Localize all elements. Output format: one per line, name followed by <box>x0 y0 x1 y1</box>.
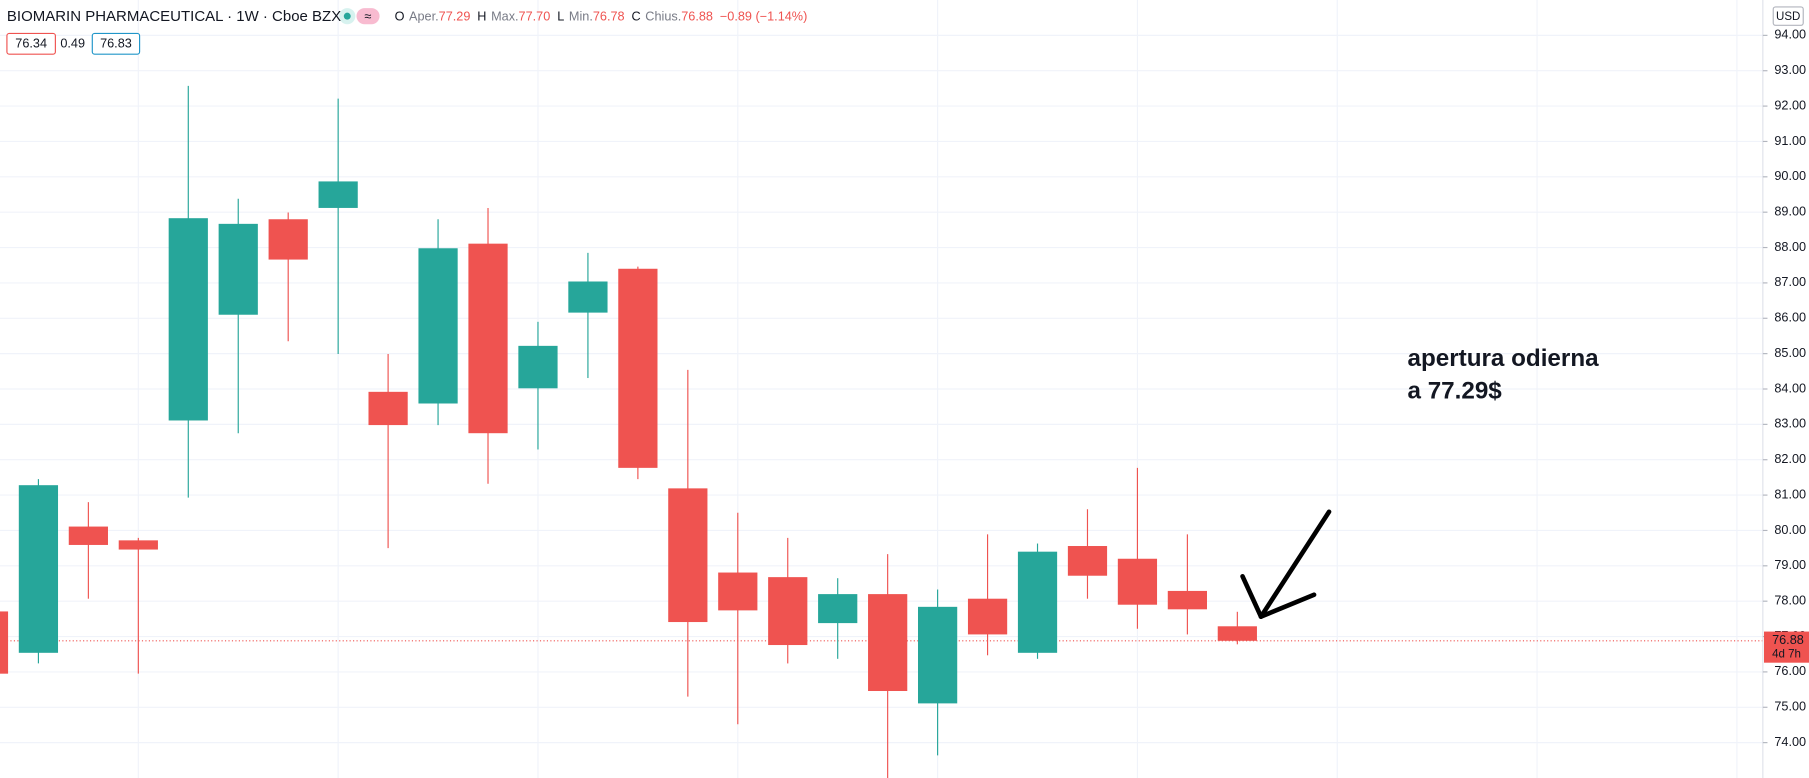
candles <box>0 85 1257 778</box>
candle-body <box>18 485 59 653</box>
change: −0.89 (−1.14%) <box>720 10 807 24</box>
candle-body <box>218 223 258 315</box>
y-tick-label: 94.00 <box>1774 28 1806 42</box>
candle-body <box>917 606 958 704</box>
ohlc-value: 77.29 <box>439 10 471 24</box>
candle-body <box>168 218 208 421</box>
y-tick-label: 76.00 <box>1774 664 1806 678</box>
candle-body <box>618 268 658 468</box>
ohlc-label: Min. <box>569 10 593 24</box>
currency: USD <box>1776 11 1800 23</box>
tilde-glyph: ≈ <box>365 10 372 24</box>
y-tick-label: 84.00 <box>1774 381 1806 395</box>
y-tick-label: 93.00 <box>1774 63 1806 77</box>
candle-body <box>768 577 808 646</box>
badge-box <box>91 32 141 55</box>
y-tick-label: 86.00 <box>1774 311 1806 325</box>
candle-body <box>668 488 708 623</box>
y-tick-label: 91.00 <box>1774 134 1806 148</box>
candle-body <box>0 611 9 674</box>
annotation: apertura odierna <box>1408 345 1600 372</box>
y-tick-label: 90.00 <box>1774 169 1806 183</box>
ohlc-label: Aper. <box>409 10 439 24</box>
y-tick-label: 85.00 <box>1774 346 1806 360</box>
candle-body <box>718 572 758 611</box>
ohlc-key: O <box>395 10 405 24</box>
candle-body <box>468 243 508 434</box>
candle-body <box>1217 626 1257 641</box>
candle-body <box>518 345 558 389</box>
arrow <box>1240 509 1332 619</box>
candle-body <box>868 594 908 692</box>
y-tick-label: 81.00 <box>1774 487 1806 501</box>
y-tick-label: 83.00 <box>1774 417 1806 431</box>
badge: 76.34 <box>15 37 47 51</box>
candle-body <box>318 181 358 208</box>
y-tick-label: 89.00 <box>1774 205 1806 219</box>
candle-body <box>268 219 308 260</box>
y-tick-label: 88.00 <box>1774 240 1806 254</box>
currency-box <box>1772 6 1804 26</box>
price-axis: 74.0075.0076.0077.0078.0079.0080.0081.00… <box>1762 28 1809 749</box>
y-tick-label: 79.00 <box>1774 558 1806 572</box>
y-tick-label: 82.00 <box>1774 452 1806 466</box>
candle-body <box>68 526 108 545</box>
candle-body <box>818 594 858 624</box>
chart-title: BIOMARIN PHARMACEUTICAL · 1W · Cboe BZX <box>7 8 341 25</box>
annotation: a 77.29$ <box>1408 377 1503 404</box>
ohlc-value: 76.78 <box>593 10 625 24</box>
candle-body <box>418 248 458 404</box>
candle-body <box>967 598 1008 635</box>
candle-body <box>568 281 608 313</box>
ohlc-value: 76.88 <box>681 10 713 24</box>
y-tick-label: 78.00 <box>1774 594 1806 608</box>
candle-body <box>368 391 408 426</box>
grid <box>0 0 1763 778</box>
countdown: 4d 7h <box>1772 649 1801 661</box>
y-tick-label: 75.00 <box>1774 700 1806 714</box>
ohlc-legend: O Aper.77.29 H Max.77.70 L Min.76.78 C Chius.76… <box>395 10 808 24</box>
candle-body <box>118 540 158 550</box>
ohlc-key: C <box>632 10 641 24</box>
ohlc-key: L <box>557 10 564 24</box>
badge: 0.49 <box>60 37 85 51</box>
ohlc-value: 77.70 <box>519 10 551 24</box>
badge-box <box>6 32 56 55</box>
y-tick-label: 80.00 <box>1774 523 1806 537</box>
status-dot <box>343 12 351 20</box>
y-tick-label: 87.00 <box>1774 275 1806 289</box>
candle-body <box>1167 590 1207 610</box>
tilde-icon <box>356 8 380 25</box>
candle-body <box>1067 546 1108 576</box>
badge: 76.83 <box>100 37 132 51</box>
y-tick-label: 74.00 <box>1774 735 1806 749</box>
candle-body <box>1017 551 1058 653</box>
last-price-box <box>1764 631 1809 663</box>
ohlc-label: Max. <box>491 10 518 24</box>
ohlc-key: H <box>477 10 486 24</box>
y-tick-label: 92.00 <box>1774 98 1806 112</box>
candle-body <box>1117 558 1158 605</box>
ohlc-label: Chius. <box>645 10 681 24</box>
last-price-label: 76.88 <box>1772 633 1804 647</box>
